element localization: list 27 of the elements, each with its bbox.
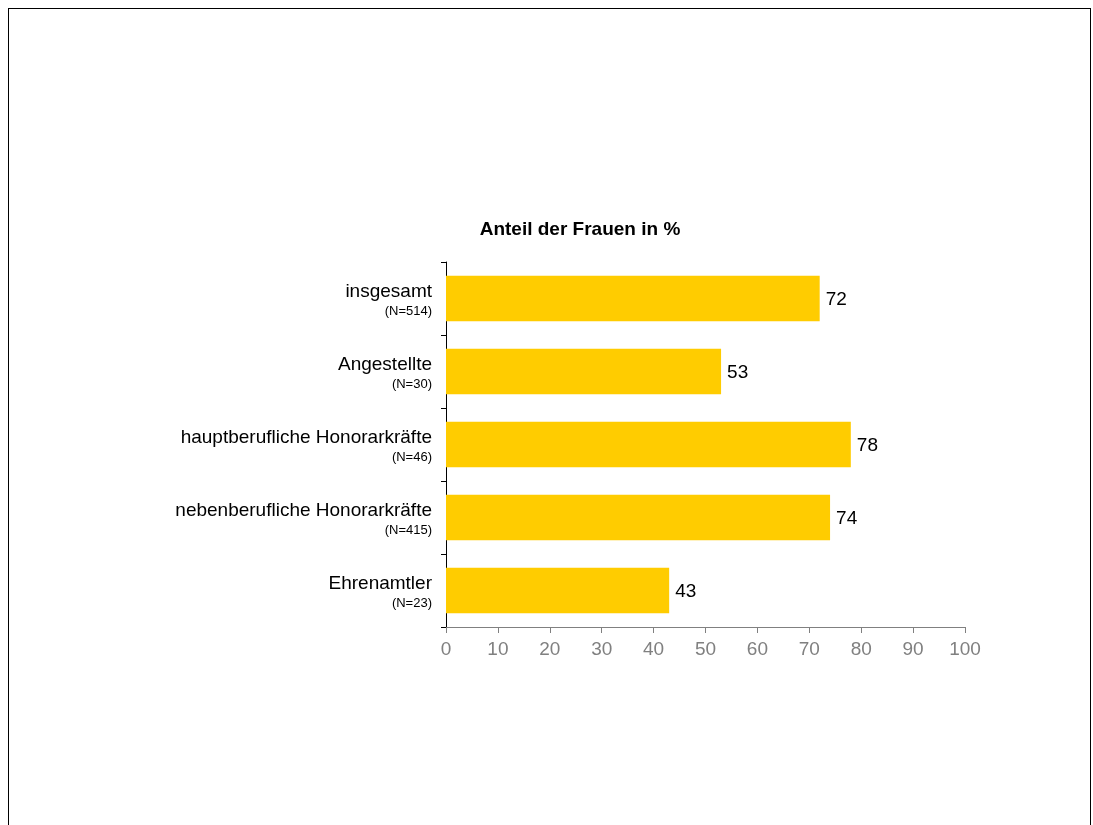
x-tick-label: 30 <box>591 638 613 659</box>
y-tick-label: insgesamt (N=514) <box>345 280 433 318</box>
bar <box>446 494 831 541</box>
bar <box>446 567 670 614</box>
y-tick-label: Angestellte (N=30) <box>337 353 432 391</box>
y-tick-label: hauptberufliche Honorarkräfte (N=46) <box>180 426 432 464</box>
x-tick-label: 20 <box>539 638 561 659</box>
x-tick-label: 50 <box>694 638 717 659</box>
data-label: 78 <box>856 434 878 455</box>
y-tick-label: Ehrenamtler (N=23) <box>328 572 433 610</box>
y-tick-label: nebenberufliche Honorarkräfte (N=415) <box>175 499 432 537</box>
x-tick-label: 0 <box>440 638 452 659</box>
x-tick-label: 40 <box>643 638 665 659</box>
x-tick-label: 10 <box>487 638 509 659</box>
bar <box>446 421 851 468</box>
data-label: 53 <box>727 361 749 382</box>
x-tick-label: 70 <box>798 638 820 659</box>
x-tick-label: 60 <box>746 638 768 659</box>
data-label: 72 <box>825 288 847 309</box>
data-label: 43 <box>675 580 697 601</box>
bar <box>446 348 722 395</box>
bar <box>446 275 820 322</box>
x-tick-label: 80 <box>850 638 872 659</box>
x-tick-label: 100 <box>949 638 981 659</box>
data-label: 74 <box>836 507 858 528</box>
x-tick-label: 90 <box>902 638 924 659</box>
chart-title: Anteil der Frauen in % <box>479 218 681 239</box>
